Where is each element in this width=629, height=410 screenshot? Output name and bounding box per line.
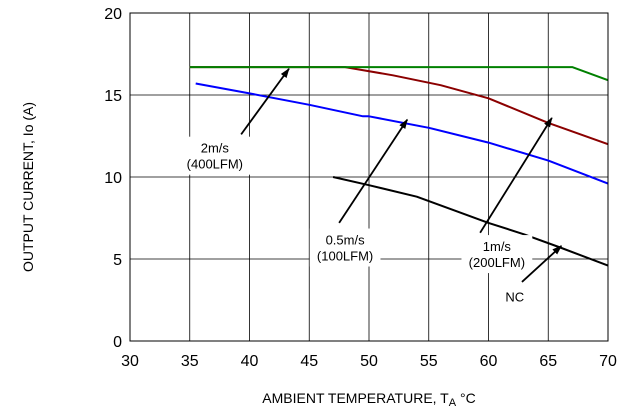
annotation-bg: [179, 136, 251, 175]
annotation-group: 2m/s (400LFM) 0.5m/s (100LFM) 1m/s (200LFM) NC: [179, 67, 563, 308]
annotation-label-1: 0.5m/s (100LFM): [317, 233, 373, 264]
x-tick-label: 35: [181, 353, 199, 370]
annotation-bg: [309, 228, 381, 267]
y-tick-label: 10: [104, 170, 122, 187]
series-line-3: [189, 66, 609, 82]
annotation-label-2: 1m/s (200LFM): [469, 239, 525, 270]
annotation-label-3: NC: [505, 290, 524, 305]
annotation-arrow: [479, 117, 553, 234]
y-tick-label: 0: [113, 334, 122, 351]
annotation-arrow: [338, 118, 408, 224]
y-axis-title: OUTPUT CURRENT, Io (A): [20, 102, 36, 272]
x-tick-label: 65: [539, 353, 557, 370]
x-tick-label: 70: [599, 353, 617, 370]
x-tick-label: 30: [121, 353, 139, 370]
series-group: [189, 66, 609, 267]
annotation-arrow: [521, 245, 563, 283]
annotation-bg: [502, 285, 528, 308]
y-tick-label: 15: [104, 88, 122, 105]
x-tick-label: 60: [480, 353, 498, 370]
x-tick-label: 50: [360, 353, 378, 370]
plot-frame: [129, 12, 609, 342]
x-tick-label: 45: [300, 353, 318, 370]
x-tick-label: 40: [241, 353, 259, 370]
annotation-label-0: 2m/s (400LFM): [187, 141, 243, 172]
annotation-arrow: [240, 67, 290, 135]
annotation-bg: [461, 235, 533, 274]
tick-labels: 30 35 40 45 50 55 60 65 70 0 5 10 15 20: [104, 6, 617, 370]
series-line-1: [195, 82, 609, 185]
x-axis-title: AMBIENT TEMPERATURE, TA °C: [262, 390, 475, 409]
y-tick-label: 5: [113, 252, 122, 269]
y-tick-label: 20: [104, 6, 122, 23]
x-tick-label: 55: [420, 353, 438, 370]
